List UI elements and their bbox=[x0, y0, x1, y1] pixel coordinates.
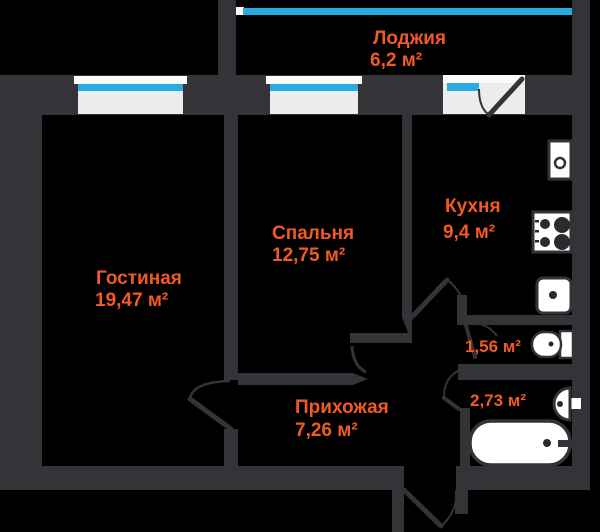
bathroom-door-icon bbox=[442, 368, 463, 411]
bathroom-sink-icon bbox=[552, 386, 581, 422]
wall-bedroom-door-stub bbox=[350, 333, 412, 343]
loggia-glazing-icon bbox=[243, 8, 572, 15]
wall-kitchen-divider bbox=[402, 115, 412, 343]
windows bbox=[74, 7, 572, 118]
bedroom-door-icon bbox=[350, 345, 367, 374]
bedroom-window-icon bbox=[266, 76, 362, 114]
entry-door-icon bbox=[401, 487, 458, 529]
wall-wc-bathroom-divider bbox=[458, 364, 572, 380]
hallway-label: Прихожая bbox=[295, 397, 389, 418]
room-labels: Лоджия 6,2 м² Кухня 9,4 м² Спальня 12,75… bbox=[95, 28, 526, 441]
wall-hallway-top bbox=[238, 373, 368, 385]
bathroom-area: 2,73 м² bbox=[470, 391, 526, 410]
kitchen-area: 9,4 м² bbox=[443, 222, 495, 243]
washing-machine-icon bbox=[535, 276, 573, 315]
bedroom-area: 12,75 м² bbox=[272, 245, 345, 266]
wall-bottom-right bbox=[456, 466, 590, 490]
wall-bottom-left bbox=[0, 466, 404, 490]
bathtub-icon bbox=[468, 419, 574, 467]
wall-left-outer bbox=[0, 75, 42, 490]
wc-door-icon bbox=[463, 320, 498, 359]
wall-wc-left-stub bbox=[457, 295, 467, 317]
wall-bathroom-left bbox=[460, 408, 470, 466]
kitchen-label: Кухня bbox=[445, 196, 501, 217]
living-window-icon bbox=[74, 76, 187, 114]
wall-entry-right-stub bbox=[455, 490, 468, 514]
wall-entry-left-stub bbox=[392, 490, 404, 532]
hallway-area: 7,26 м² bbox=[295, 420, 358, 441]
fixtures bbox=[468, 139, 581, 467]
kitchen-sink-icon bbox=[547, 139, 573, 181]
living-door-icon bbox=[187, 379, 234, 432]
wc-area: 1,56 м² bbox=[465, 337, 521, 356]
wall-loggia-left bbox=[218, 0, 236, 75]
kitchen-door-icon bbox=[409, 277, 467, 320]
loggia-glazing-end bbox=[236, 7, 244, 15]
living-room-label: Гостиная bbox=[96, 268, 182, 289]
loggia-area: 6,2 м² bbox=[370, 50, 422, 71]
loggia-label: Лоджия bbox=[373, 28, 446, 49]
wall-living-divider-upper bbox=[224, 115, 238, 380]
wall-wc-top bbox=[457, 315, 572, 325]
kitchen-window-balcony-door-icon bbox=[443, 75, 525, 118]
toilet-icon bbox=[530, 329, 575, 360]
bedroom-label: Спальня bbox=[272, 223, 354, 244]
living-room-area: 19,47 м² bbox=[95, 290, 168, 311]
stove-icon bbox=[531, 210, 573, 254]
wall-living-divider-lower bbox=[224, 429, 238, 466]
doors bbox=[187, 277, 498, 529]
wall-right-outer bbox=[572, 0, 590, 490]
